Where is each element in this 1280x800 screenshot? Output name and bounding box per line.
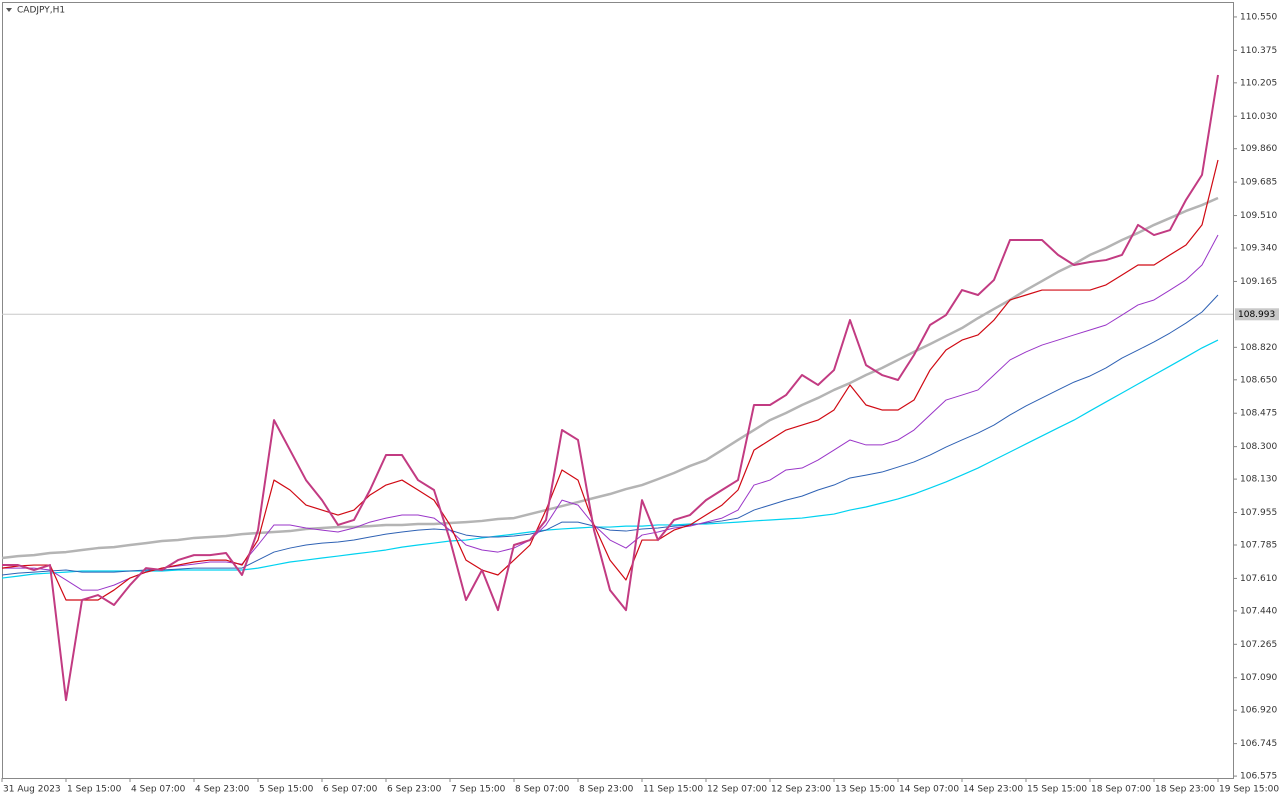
y-tick-label: 107.440 [1240,606,1277,616]
y-tick-label: 109.340 [1240,244,1277,254]
x-tick-label: 4 Sep 07:00 [131,785,186,795]
y-tick-label: 108.130 [1240,475,1277,485]
x-tick-label: 11 Sep 15:00 [643,785,703,795]
x-tick-label: 13 Sep 15:00 [835,785,895,795]
x-tick-label: 18 Sep 23:00 [1155,785,1215,795]
x-tick-label: 14 Sep 23:00 [963,785,1023,795]
series-line [1,159,1219,601]
series-line [2,234,1219,591]
y-tick-label: 108.300 [1240,442,1277,452]
menu-arrow[interactable] [6,8,12,12]
y-tick-label: 109.510 [1240,211,1277,221]
x-tick-label: 8 Sep 07:00 [515,785,570,795]
y-tick-label: 110.030 [1240,112,1277,122]
chart-title: CADJPY,H1 [17,6,65,16]
y-tick-label: 108.650 [1240,375,1277,385]
y-tick-label: 107.265 [1240,640,1277,650]
y-tick-label: 108.475 [1240,409,1277,419]
y-tick-label: 109.860 [1240,144,1277,154]
y-tick-label: 106.575 [1240,772,1277,782]
series-line [1,339,1219,579]
x-tick-label: 1 Sep 15:00 [67,785,122,795]
y-tick-label: 110.375 [1240,46,1277,56]
series-line [1,294,1219,576]
current-price-box [1235,308,1279,321]
x-tick-label: 15 Sep 15:00 [1027,785,1087,795]
y-tick-label: 106.920 [1240,706,1277,716]
x-tick-label: 7 Sep 15:00 [451,785,506,795]
x-tick-label: 31 Aug 2023 [3,785,61,795]
series-line [2,74,1219,702]
x-tick-label: 12 Sep 07:00 [707,785,767,795]
x-tick-label: 14 Sep 07:00 [899,785,959,795]
y-tick-label: 106.745 [1240,739,1277,749]
x-tick-label: 12 Sep 23:00 [771,785,831,795]
y-tick-label: 107.090 [1240,673,1277,683]
y-tick-label: 107.955 [1240,508,1277,518]
x-tick-label: 5 Sep 15:00 [259,785,314,795]
current-price-label: 108.993 [1238,310,1275,320]
y-tick-label: 110.205 [1240,78,1277,88]
x-tick-label: 6 Sep 07:00 [323,785,378,795]
x-tick-label: 4 Sep 23:00 [195,785,250,795]
y-tick-label: 110.550 [1240,12,1277,22]
y-tick-label: 107.610 [1240,574,1277,584]
x-tick-label: 18 Sep 07:00 [1091,785,1151,795]
y-tick-label: 109.165 [1240,277,1277,287]
y-tick-label: 107.785 [1240,541,1277,551]
plot-frame [2,2,1234,779]
y-tick-label: 108.820 [1240,343,1277,353]
x-tick-label: 8 Sep 23:00 [579,785,634,795]
y-tick-label: 109.685 [1240,178,1277,188]
x-tick-label: 19 Sep 15:00 [1219,785,1279,795]
series-line [1,196,1219,560]
x-tick-label: 6 Sep 23:00 [387,785,442,795]
